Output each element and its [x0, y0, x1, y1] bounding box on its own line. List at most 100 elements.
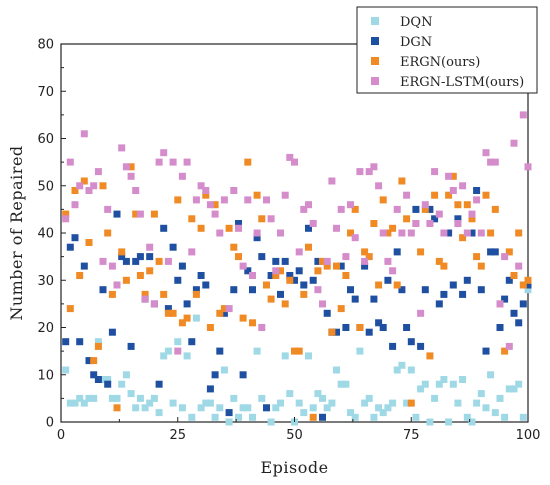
point-ERGN(ours)-2 — [66, 305, 74, 313]
point-ERGN(ours)-27 — [183, 314, 191, 322]
point-ERGN(ours)-35 — [220, 305, 228, 313]
point-ERGN(ours)-58 — [328, 328, 336, 336]
point-DGN-3 — [71, 234, 79, 242]
point-DGN-22 — [160, 224, 168, 232]
point-ERGN-LSTM(ours)-75 — [407, 229, 415, 237]
point-DGN-95 — [501, 295, 509, 303]
point-DGN-70 — [384, 276, 392, 284]
point-DQN-45 — [267, 418, 275, 426]
point-DQN-23 — [164, 347, 172, 355]
point-DQN-71 — [389, 399, 397, 407]
point-DGN-32 — [206, 385, 214, 393]
point-ERGN-LSTM(ours)-100 — [524, 163, 532, 171]
x-tick-label: 25 — [169, 428, 186, 443]
point-DGN-25 — [174, 276, 182, 284]
point-DGN-6 — [85, 357, 93, 365]
point-ERGN-LSTM(ours)-48 — [281, 191, 289, 199]
plot-area: 0 25 50 75 100 0 10 20 30 40 50 60 70 80 — [37, 38, 540, 444]
point-DGN-94 — [496, 324, 504, 331]
point-ERGN(ours)-14 — [122, 276, 130, 284]
point-DGN-74 — [403, 324, 411, 331]
point-DGN-98 — [515, 319, 523, 327]
point-ERGN-LSTM(ours)-33 — [211, 210, 219, 218]
y-tick-label: 0 — [46, 416, 54, 431]
point-ERGN(ours)-71 — [389, 224, 397, 232]
point-DGN-24 — [169, 243, 177, 251]
point-ERGN-LSTM(ours)-81 — [435, 210, 443, 218]
point-DGN-27 — [183, 300, 191, 308]
point-DQN-51 — [295, 399, 303, 407]
point-DGN-71 — [389, 342, 397, 350]
point-ERGN-LSTM(ours)-18 — [141, 295, 149, 303]
y-tick-label: 20 — [37, 321, 54, 336]
x-tick-label: 75 — [403, 428, 420, 443]
point-ERGN(ours)-42 — [253, 191, 261, 199]
point-ERGN(ours)-48 — [281, 300, 289, 308]
y-tick-label: 30 — [37, 274, 54, 289]
point-ERGN(ours)-29 — [192, 290, 200, 298]
point-DGN-30 — [197, 272, 205, 279]
point-ERGN-LSTM(ours)-23 — [164, 257, 172, 265]
point-ERGN(ours)-20 — [150, 210, 158, 218]
point-DGN-33 — [211, 371, 219, 379]
point-ERGN(ours)-75 — [407, 399, 415, 407]
point-ERGN-LSTM(ours)-8 — [94, 168, 102, 176]
legend-label: ERGN-LSTM(ours) — [400, 75, 524, 90]
point-DQN-31 — [202, 399, 210, 407]
point-DQN-5 — [80, 399, 88, 407]
point-DGN-73 — [398, 286, 406, 294]
point-DQN-69 — [379, 409, 387, 417]
point-ERGN-LSTM(ours)-39 — [239, 262, 247, 270]
point-DGN-54 — [309, 276, 317, 284]
point-DQN-100 — [524, 286, 532, 294]
x-tick-label: 50 — [286, 428, 303, 443]
point-DGN-51 — [295, 267, 303, 275]
point-ERGN(ours)-46 — [272, 272, 280, 279]
point-DQN-80 — [431, 394, 439, 402]
point-ERGN-LSTM(ours)-89 — [473, 196, 481, 204]
point-ERGN(ours)-66 — [365, 253, 373, 261]
point-DQN-3 — [71, 399, 79, 407]
point-ERGN(ours)-78 — [421, 205, 429, 213]
point-ERGN-LSTM(ours)-63 — [351, 234, 359, 242]
point-DQN-70 — [384, 404, 392, 412]
point-DQN-42 — [253, 347, 261, 355]
point-ERGN-LSTM(ours)-57 — [323, 257, 331, 265]
point-DQN-36 — [225, 418, 233, 426]
point-ERGN-LSTM(ours)-64 — [356, 168, 364, 176]
point-ERGN(ours)-41 — [249, 319, 256, 327]
point-ERGN(ours)-3 — [71, 187, 79, 194]
point-ERGN-LSTM(ours)-43 — [258, 324, 266, 331]
legend-label: DGN — [400, 35, 432, 50]
point-ERGN-LSTM(ours)-51 — [295, 248, 303, 256]
point-ERGN(ours)-50 — [291, 347, 298, 355]
point-ERGN-LSTM(ours)-31 — [202, 187, 210, 194]
point-ERGN-LSTM(ours)-12 — [113, 281, 121, 289]
point-ERGN-LSTM(ours)-54 — [309, 220, 317, 227]
point-DGN-85 — [454, 215, 462, 223]
point-DGN-2 — [66, 243, 74, 251]
point-ERGN-LSTM(ours)-72 — [393, 205, 401, 213]
point-ERGN-LSTM(ours)-73 — [398, 229, 406, 237]
point-DQN-61 — [342, 380, 350, 388]
point-DGN-48 — [281, 257, 289, 265]
point-DGN-59 — [333, 328, 340, 336]
point-ERGN(ours)-13 — [118, 248, 126, 256]
point-DQN-97 — [510, 385, 518, 393]
point-DGN-23 — [164, 305, 172, 313]
point-DGN-75 — [407, 338, 415, 346]
x-tick-label: 0 — [57, 428, 65, 443]
point-ERGN-LSTM(ours)-2 — [66, 158, 74, 166]
point-ERGN(ours)-52 — [300, 290, 308, 298]
point-ERGN-LSTM(ours)-5 — [80, 130, 88, 138]
legend-label: ERGN(ours) — [400, 55, 480, 70]
point-ERGN(ours)-24 — [169, 309, 177, 317]
point-ERGN(ours)-82 — [440, 262, 448, 270]
point-ERGN-LSTM(ours)-30 — [197, 182, 205, 190]
point-DGN-42 — [253, 234, 261, 242]
point-ERGN(ours)-30 — [197, 224, 205, 232]
point-DQN-60 — [337, 380, 345, 388]
point-ERGN-LSTM(ours)-95 — [501, 253, 509, 261]
point-DQN-59 — [333, 366, 340, 374]
point-ERGN-LSTM(ours)-10 — [104, 205, 112, 213]
